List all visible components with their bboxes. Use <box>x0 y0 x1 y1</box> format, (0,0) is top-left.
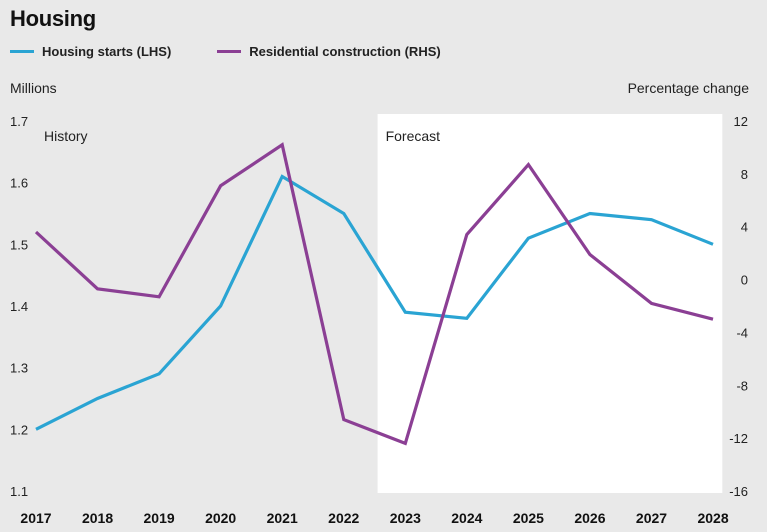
forecast-region <box>377 114 723 493</box>
left-axis-tick: 1.2 <box>10 422 28 437</box>
legend-label-housing-starts: Housing starts (LHS) <box>42 44 172 59</box>
forecast-label: Forecast <box>386 128 441 144</box>
x-axis-tick: 2025 <box>513 510 544 526</box>
series-line-residential-construction <box>34 142 714 446</box>
x-axis-tick: 2027 <box>636 510 667 526</box>
history-label: History <box>44 128 88 144</box>
right-axis-tick: 12 <box>734 114 748 129</box>
x-axis-tick: 2020 <box>205 510 236 526</box>
right-axis-tick: -4 <box>736 325 748 340</box>
legend-item-residential-construction: Residential construction (RHS) <box>217 44 441 59</box>
x-axis-tick: 2028 <box>697 510 728 526</box>
x-axis-tick: 2023 <box>390 510 421 526</box>
chart-title: Housing <box>10 6 96 31</box>
legend-label-residential-construction: Residential construction (RHS) <box>249 44 441 59</box>
left-axis-tick: 1.4 <box>10 299 28 314</box>
left-axis-unit: Millions <box>10 80 57 96</box>
legend-swatch-residential-construction <box>217 50 242 53</box>
right-axis-tick: 0 <box>741 273 748 288</box>
legend-swatch-housing-starts <box>10 50 34 53</box>
left-axis-tick: 1.6 <box>10 176 28 191</box>
right-axis-tick: 4 <box>741 220 748 235</box>
right-axis-tick: 8 <box>741 167 748 182</box>
x-axis-tick: 2018 <box>82 510 113 526</box>
right-axis-tick: -12 <box>729 431 748 446</box>
left-axis-tick: 1.5 <box>10 237 28 252</box>
right-axis-tick: -8 <box>736 378 748 393</box>
legend: Housing starts (LHS) Residential constru… <box>10 44 441 59</box>
x-axis-tick: 2022 <box>328 510 359 526</box>
series-line-housing-starts <box>35 174 714 431</box>
x-axis-tick: 2021 <box>267 510 298 526</box>
x-axis-tick: 2024 <box>451 510 482 526</box>
right-axis-tick: -16 <box>729 484 748 499</box>
right-axis-unit: Percentage change <box>627 80 749 96</box>
left-axis-tick: 1.1 <box>10 484 28 499</box>
left-axis-tick: 1.7 <box>10 114 28 129</box>
x-axis-tick: 2017 <box>20 510 51 526</box>
left-axis-tick: 1.3 <box>10 361 28 376</box>
x-axis-tick: 2019 <box>144 510 175 526</box>
x-axis-tick: 2026 <box>574 510 605 526</box>
legend-item-housing-starts: Housing starts (LHS) <box>10 44 171 59</box>
